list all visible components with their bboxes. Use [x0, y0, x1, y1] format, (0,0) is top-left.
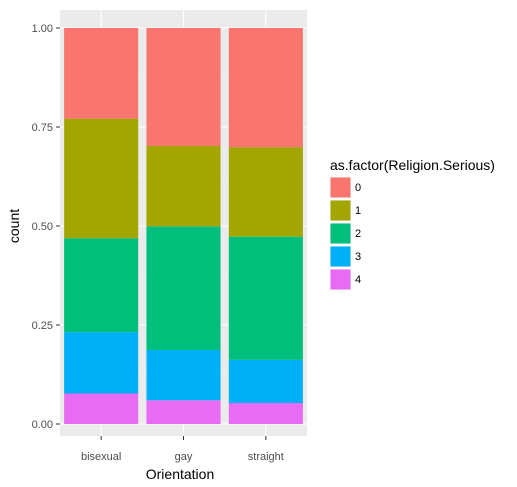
bar-segment-gay-2: [146, 226, 221, 350]
legend-label-0: 0: [355, 182, 361, 194]
bar-segment-gay-1: [146, 146, 221, 227]
legend-title: as.factor(Religion.Serious): [330, 157, 495, 173]
legend-label-1: 1: [355, 205, 361, 217]
x-tick-label: bisexual: [81, 451, 121, 463]
y-axis-title: count: [6, 209, 22, 243]
y-tick-label: 0.25: [32, 320, 53, 332]
bar-segment-straight-0: [228, 28, 303, 148]
y-tick-label: 0.50: [32, 221, 53, 233]
bar-segment-bisexual-2: [64, 238, 139, 333]
y-tick-label: 0.00: [32, 419, 53, 431]
bar-segment-gay-3: [146, 349, 221, 401]
legend-swatch-2: [330, 223, 351, 244]
bar-segment-straight-4: [228, 403, 303, 424]
bars: [64, 28, 303, 424]
bar-segment-bisexual-4: [64, 393, 139, 424]
bar-segment-bisexual-0: [64, 28, 139, 119]
legend-label-3: 3: [355, 251, 361, 263]
bar-segment-straight-1: [228, 147, 303, 237]
legend-swatch-0: [330, 177, 351, 198]
legend-swatch-1: [330, 200, 351, 221]
y-tick-label: 1.00: [32, 23, 53, 35]
bar-segment-bisexual-3: [64, 332, 139, 394]
legend-label-2: 2: [355, 228, 361, 240]
x-axis-title: Orientation: [146, 466, 214, 482]
legend: as.factor(Religion.Serious) 0 1 2 3 4: [330, 157, 495, 290]
legend-swatch-4: [330, 269, 351, 290]
x-axis: bisexual gay straight: [81, 436, 284, 463]
legend-label-4: 4: [355, 274, 361, 286]
bar-segment-straight-2: [228, 236, 303, 360]
legend-swatch-3: [330, 246, 351, 267]
x-tick-label: gay: [175, 451, 193, 463]
bar-segment-straight-3: [228, 359, 303, 404]
bar-segment-gay-4: [146, 400, 221, 424]
y-tick-label: 0.75: [32, 122, 53, 134]
x-tick-label: straight: [248, 451, 284, 463]
y-axis: 0.00 0.25 0.50 0.75 1.00: [32, 23, 60, 431]
bar-segment-gay-0: [146, 28, 221, 147]
bar-segment-bisexual-1: [64, 118, 139, 239]
